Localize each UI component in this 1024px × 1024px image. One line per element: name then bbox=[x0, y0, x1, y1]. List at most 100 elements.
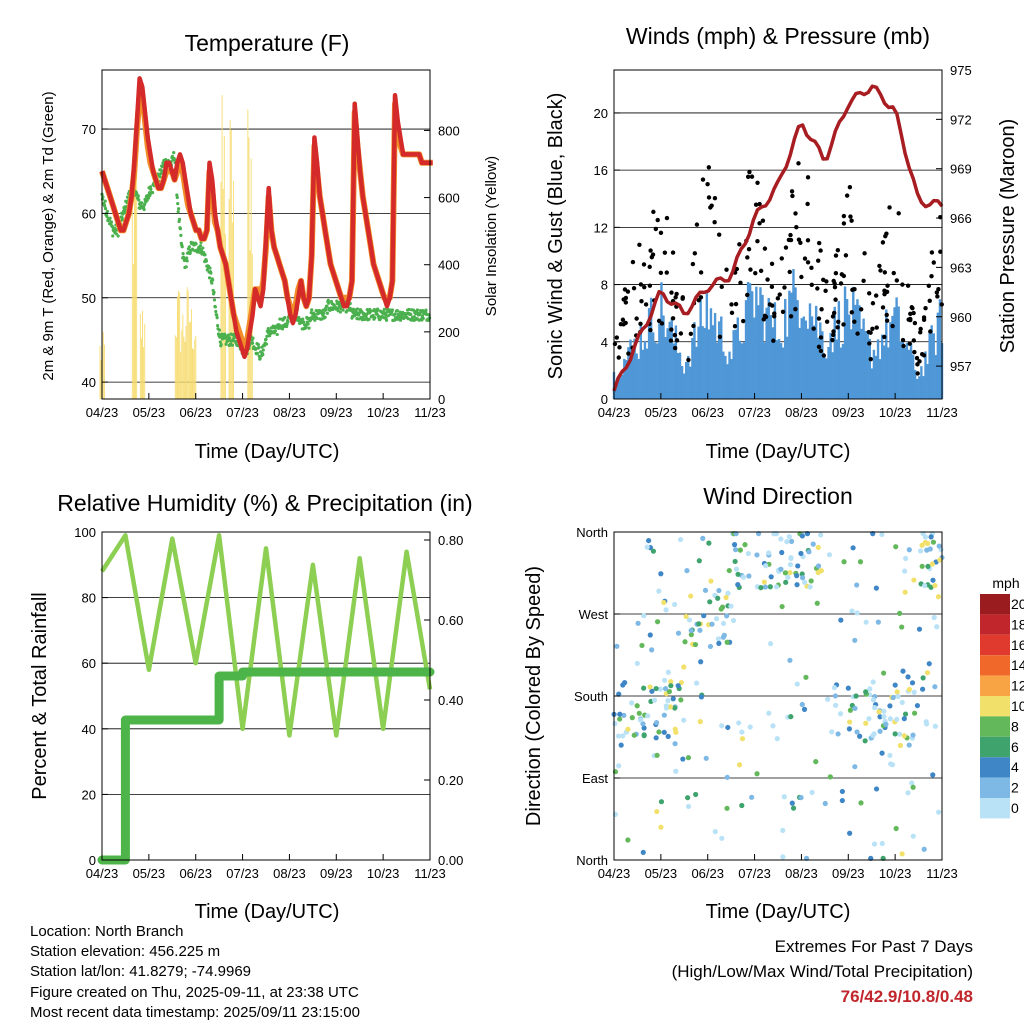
y2-tick-label: 0.60 bbox=[438, 613, 463, 628]
direction-point bbox=[910, 784, 916, 790]
direction-point bbox=[688, 627, 694, 634]
dewpoint-point bbox=[280, 327, 285, 331]
x-tick-label: 07/23 bbox=[738, 866, 771, 881]
direction-point bbox=[661, 677, 668, 683]
gust-point bbox=[809, 282, 814, 288]
y2-tick-label: 0.80 bbox=[438, 533, 463, 548]
direction-point bbox=[920, 675, 926, 681]
direction-point bbox=[825, 696, 831, 702]
dewpoint-point bbox=[398, 310, 402, 314]
temp-2m-line bbox=[99, 76, 433, 360]
direction-point bbox=[863, 720, 869, 726]
gust-point bbox=[712, 196, 718, 201]
direction-point bbox=[707, 599, 713, 605]
gust-point bbox=[908, 311, 913, 317]
gust-point bbox=[824, 319, 830, 324]
direction-panel: Wind Direction NorthEastSouthWestNorth04… bbox=[523, 483, 1024, 923]
gust-point bbox=[815, 286, 820, 291]
direction-point bbox=[925, 540, 931, 547]
y-tick-label: 100 bbox=[74, 525, 96, 540]
direction-point bbox=[881, 708, 887, 714]
direction-point bbox=[696, 621, 702, 627]
gust-point bbox=[639, 299, 644, 304]
gust-point bbox=[753, 202, 759, 207]
gust-point bbox=[866, 291, 872, 296]
y-tick-label: 80 bbox=[82, 591, 96, 606]
direction-point bbox=[928, 534, 934, 540]
x-tick-label: 07/23 bbox=[226, 405, 259, 420]
direction-point bbox=[702, 587, 709, 593]
gust-point bbox=[905, 283, 911, 288]
dewpoint-point bbox=[264, 342, 269, 346]
gust-point bbox=[670, 250, 676, 255]
gust-point bbox=[850, 287, 855, 293]
direction-point bbox=[794, 573, 800, 579]
temperature-xlabel: Time (Day/UTC) bbox=[195, 441, 340, 463]
direction-point bbox=[662, 686, 669, 692]
direction-point bbox=[780, 827, 786, 833]
gust-point bbox=[648, 248, 653, 253]
legend-label: 2 bbox=[1011, 780, 1019, 796]
dewpoint-point bbox=[255, 351, 260, 355]
gust-point bbox=[780, 309, 786, 315]
direction-point bbox=[692, 641, 699, 648]
direction-point bbox=[901, 733, 907, 739]
gust-point bbox=[830, 314, 836, 319]
dewpoint-point bbox=[384, 318, 389, 322]
gust-point bbox=[816, 316, 822, 321]
direction-point bbox=[801, 706, 808, 712]
direction-point bbox=[870, 732, 876, 738]
direction-point bbox=[934, 624, 940, 630]
gust-point bbox=[799, 274, 804, 280]
direction-point bbox=[672, 741, 678, 747]
gust-point bbox=[802, 256, 808, 261]
direction-point bbox=[693, 791, 699, 798]
direction-point bbox=[935, 809, 942, 815]
direction-point bbox=[634, 660, 640, 667]
wind-panel: Winds (mph) & Pressure (mb) 0 4 8 12 16 20 957… bbox=[545, 23, 1019, 463]
dewpoint-point bbox=[147, 196, 151, 200]
direction-point bbox=[883, 721, 889, 727]
gust-point bbox=[832, 281, 837, 286]
direction-point bbox=[927, 546, 933, 552]
gust-point bbox=[832, 284, 838, 290]
direction-point bbox=[629, 715, 635, 721]
dewpoint-point bbox=[264, 337, 268, 342]
direction-point bbox=[698, 659, 704, 665]
dewpoint-point bbox=[355, 307, 360, 311]
direction-point bbox=[731, 542, 738, 548]
direction-point bbox=[782, 570, 788, 576]
direction-point bbox=[887, 752, 893, 759]
direction-point bbox=[899, 699, 905, 706]
gust-point bbox=[831, 332, 836, 338]
gust-point bbox=[805, 175, 811, 180]
direction-point bbox=[763, 563, 769, 569]
direction-point bbox=[881, 670, 887, 676]
x-tick-label: 10/23 bbox=[367, 405, 400, 420]
direction-point bbox=[854, 729, 860, 735]
direction-point bbox=[740, 574, 747, 580]
direction-point bbox=[725, 590, 731, 596]
direction-point bbox=[931, 614, 937, 621]
gust-point bbox=[914, 355, 920, 361]
wind-ticks: 0 4 8 12 16 20 957 960 963 966 969 972 975 04/23 05/23… bbox=[594, 63, 972, 420]
gust-point bbox=[623, 295, 629, 301]
gust-point bbox=[631, 286, 637, 291]
direction-point bbox=[706, 540, 712, 546]
direction-point bbox=[847, 707, 853, 713]
direction-point bbox=[784, 539, 790, 545]
direction-point bbox=[685, 755, 692, 761]
x-tick-label: 05/23 bbox=[645, 866, 678, 881]
solar-series bbox=[99, 95, 253, 399]
gust-point bbox=[647, 264, 652, 270]
direction-point bbox=[906, 686, 912, 693]
direction-point bbox=[732, 547, 739, 553]
y-tick-label: West bbox=[579, 607, 609, 622]
direction-point bbox=[902, 589, 908, 595]
legend-label: 8 bbox=[1011, 718, 1019, 734]
direction-point bbox=[847, 719, 853, 725]
wind-frame bbox=[613, 69, 943, 400]
x-tick-label: 09/23 bbox=[320, 866, 353, 881]
temperature-title: Temperature (F) bbox=[185, 30, 350, 56]
gust-point bbox=[656, 318, 662, 324]
